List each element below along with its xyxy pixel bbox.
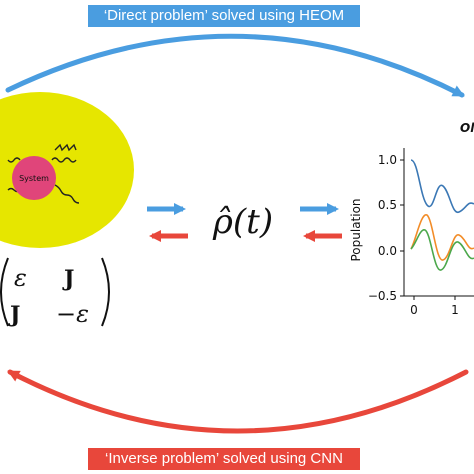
system-label: System <box>19 174 49 183</box>
matrix-right-paren <box>101 257 110 327</box>
x-tick-label: 0 <box>410 303 418 317</box>
bath-coupling-wiggles <box>7 143 80 204</box>
matrix-a12: J <box>62 266 74 292</box>
y-tick-label: 0.0 <box>378 244 397 258</box>
plot-ylabel: Population <box>349 198 363 261</box>
bath-ellipse <box>0 92 134 248</box>
direct-problem-banner: ‘Direct problem’ solved using HEOM <box>88 5 360 27</box>
y-tick-label: 0.5 <box>378 198 397 212</box>
series-orange-line <box>410 214 474 261</box>
rho-label: ρ̂(t) <box>212 202 273 242</box>
hamiltonian-matrix: ε J J −ε <box>0 257 110 328</box>
y-tick-label: 1.0 <box>378 153 397 167</box>
plot-title-fragment: Ol <box>460 121 474 135</box>
matrix-a22: −ε <box>56 300 89 328</box>
series-green-line <box>410 229 474 271</box>
y-tick-label: −0.5 <box>368 289 397 303</box>
direct-curve-arrow <box>5 33 465 98</box>
matrix-a21: J <box>8 302 20 328</box>
matrix-a11: ε <box>14 264 27 292</box>
series-blue-line <box>410 159 474 213</box>
matrix-left-paren <box>0 257 9 327</box>
inverse-problem-banner: ‘Inverse problem’ solved using CNN <box>88 448 360 470</box>
inverse-curve-arrow <box>7 369 469 434</box>
x-tick-label: 1 <box>451 303 459 317</box>
plot-y-ticks: 1.0 0.5 0.0 −0.5 <box>368 153 404 303</box>
system-circle <box>12 156 56 200</box>
